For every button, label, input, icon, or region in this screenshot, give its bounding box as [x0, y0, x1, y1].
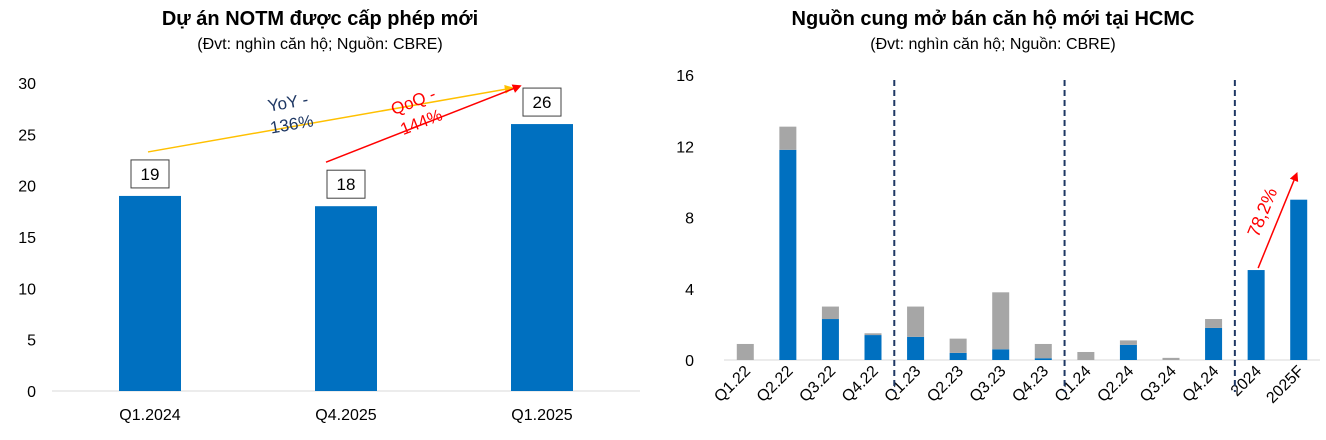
x-tick-label: Q4.24: [1180, 363, 1223, 406]
bar-segment-blue: [907, 336, 925, 360]
bar-segment-blue: [864, 335, 882, 360]
growth-arrow: [1257, 172, 1299, 269]
data-label: 26: [533, 93, 552, 112]
bar-segment-blue: [1205, 327, 1223, 360]
y-tick-label: 25: [18, 127, 36, 144]
bar-segment-gray: [1205, 319, 1223, 328]
qoq-arrow: [325, 84, 522, 163]
data-label-box: [522, 87, 562, 117]
y-tick-label: 12: [676, 139, 694, 156]
bar: [315, 206, 377, 391]
growth-annotation: 78,2%: [1243, 185, 1281, 240]
permits-bar-chart: 0 5 10 15 20 25 30 Q1.2024 Q4.2025 Q1.2025 19 18 26 Y…: [18, 76, 640, 424]
y-tick-label: 20: [18, 179, 36, 196]
bar-segment-gray: [1077, 351, 1095, 360]
bar-segment-blue: [1034, 358, 1052, 360]
y-tick-label: 0: [27, 384, 36, 401]
chart-title: Dự án NOTM được cấp phép mới: [161, 8, 479, 30]
bar-segment-gray: [949, 338, 967, 353]
x-tick-label: Q4.2025: [315, 407, 376, 424]
y-tick-label: 0: [685, 353, 694, 370]
bar-segment-gray: [736, 343, 754, 360]
bar: [119, 195, 181, 391]
bar-segment-gray: [1162, 357, 1180, 360]
bar-segment-blue: [949, 352, 967, 360]
x-tick-label: Q2.24: [1094, 363, 1137, 406]
x-tick-label: Q3.22: [796, 363, 839, 406]
bar-segment-blue: [1290, 199, 1308, 360]
y-tick-label: 16: [676, 68, 694, 85]
bar-segment-gray: [821, 306, 839, 320]
x-tick-label: Q2.23: [924, 363, 967, 406]
x-tick-label: Q3.23: [967, 363, 1010, 406]
y-tick-label: 5: [27, 333, 36, 350]
bar-segment-blue: [821, 319, 839, 360]
x-tick-label: Q4.23: [1009, 363, 1052, 406]
yoy-annotation-line2: 136%: [269, 111, 315, 137]
bar-segment-gray: [992, 292, 1010, 350]
bar-segment-gray: [864, 333, 882, 336]
bar-segment-blue: [779, 149, 797, 360]
x-tick-label: Q1.22: [711, 363, 754, 406]
bar-segment-blue: [1119, 344, 1137, 360]
y-tick-label: 8: [685, 211, 694, 228]
bar-segment-blue: [992, 349, 1010, 360]
data-label: 19: [141, 165, 160, 184]
bar: [511, 124, 573, 392]
y-tick-label: 30: [18, 76, 36, 93]
x-tick-label: 2024: [1228, 363, 1265, 400]
yoy-arrow: [147, 84, 514, 153]
bar-segment-gray: [1119, 340, 1137, 345]
chart-panel-permits: Dự án NOTM được cấp phép mới (Đvt: nghìn…: [0, 0, 640, 440]
chart-title: Nguồn cung mở bán căn hộ mới tại HCMC: [791, 8, 1195, 30]
bar-segment-gray: [1034, 343, 1052, 359]
x-tick-label: Q1.2024: [119, 407, 180, 424]
y-tick-label: 4: [685, 282, 694, 299]
data-label-box: [130, 159, 170, 189]
yoy-annotation-line1: YoY -: [266, 90, 309, 116]
y-tick-label: 15: [18, 230, 36, 247]
x-tick-label: Q1.2025: [511, 407, 572, 424]
x-tick-label: Q2.22: [754, 363, 797, 406]
y-tick-label: 10: [18, 281, 36, 298]
chart-panel-supply: Nguồn cung mở bán căn hộ mới tại HCMC (Đ…: [660, 0, 1326, 440]
data-label: 18: [337, 175, 356, 194]
x-tick-label: Q1.23: [882, 363, 925, 406]
bar-segment-gray: [907, 306, 925, 337]
x-tick-label: Q1.24: [1052, 363, 1095, 406]
x-tick-label: 2025F: [1263, 363, 1307, 407]
chart-subtitle: (Đvt: nghìn căn hộ; Nguồn: CBRE): [197, 36, 443, 53]
x-tick-label: Q3.24: [1137, 363, 1180, 406]
chart-subtitle: (Đvt: nghìn căn hộ; Nguồn: CBRE): [870, 36, 1116, 53]
bar-segment-gray: [779, 126, 797, 150]
x-tick-label: Q4.22: [839, 363, 882, 406]
data-label-box: [326, 169, 366, 199]
bar-segment-blue: [1247, 270, 1265, 360]
